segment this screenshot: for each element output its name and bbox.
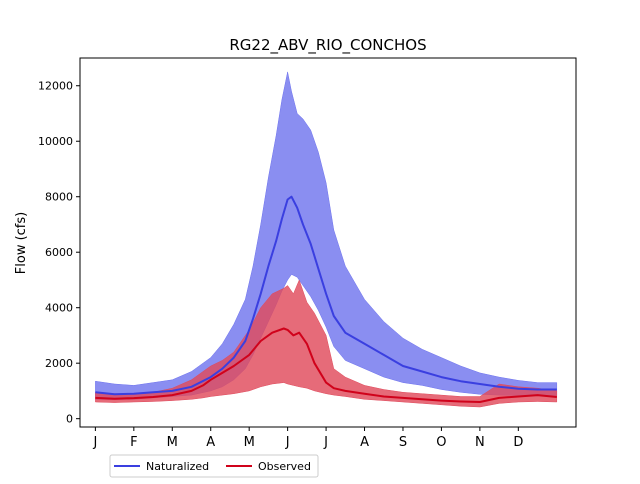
y-tick-label: 8000 xyxy=(45,191,73,204)
legend-label-observed: Observed xyxy=(258,460,311,473)
chart-title: RG22_ABV_RIO_CONCHOS xyxy=(229,36,426,55)
legend-box xyxy=(109,454,319,478)
y-tick-label: 12000 xyxy=(38,80,73,93)
y-axis: 0 2000 4000 6000 8000 10000 12000 xyxy=(38,80,80,426)
x-tick-label: M xyxy=(167,435,178,450)
x-tick-label: M xyxy=(244,435,255,450)
mean-line-naturalized xyxy=(95,195,557,396)
band-observed xyxy=(95,279,558,408)
x-tick-label: F xyxy=(130,435,137,450)
x-tick-label: J xyxy=(92,435,97,450)
mean-line-layer xyxy=(95,195,557,403)
x-tick-label: A xyxy=(360,435,369,450)
y-tick-label: 4000 xyxy=(45,302,73,315)
x-tick-label: J xyxy=(323,435,328,450)
x-tick-label: D xyxy=(513,435,523,450)
x-tick-label: N xyxy=(475,435,485,450)
legend-label-naturalized: Naturalized xyxy=(146,460,209,473)
plot-frame xyxy=(79,57,577,428)
y-tick-label: 2000 xyxy=(45,357,73,370)
y-tick-label: 6000 xyxy=(45,246,73,259)
x-tick-label: A xyxy=(206,435,215,450)
band-layer xyxy=(95,71,558,408)
legend: Naturalized Observed xyxy=(109,454,319,478)
y-axis-label: Flow (cfs) xyxy=(14,212,29,274)
x-tick-label: J xyxy=(285,435,290,450)
y-tick-label: 10000 xyxy=(38,135,73,148)
y-tick-label: 0 xyxy=(66,413,73,426)
mean-line-observed xyxy=(95,327,557,403)
x-tick-label: S xyxy=(399,435,407,450)
x-tick-label: O xyxy=(436,435,446,450)
